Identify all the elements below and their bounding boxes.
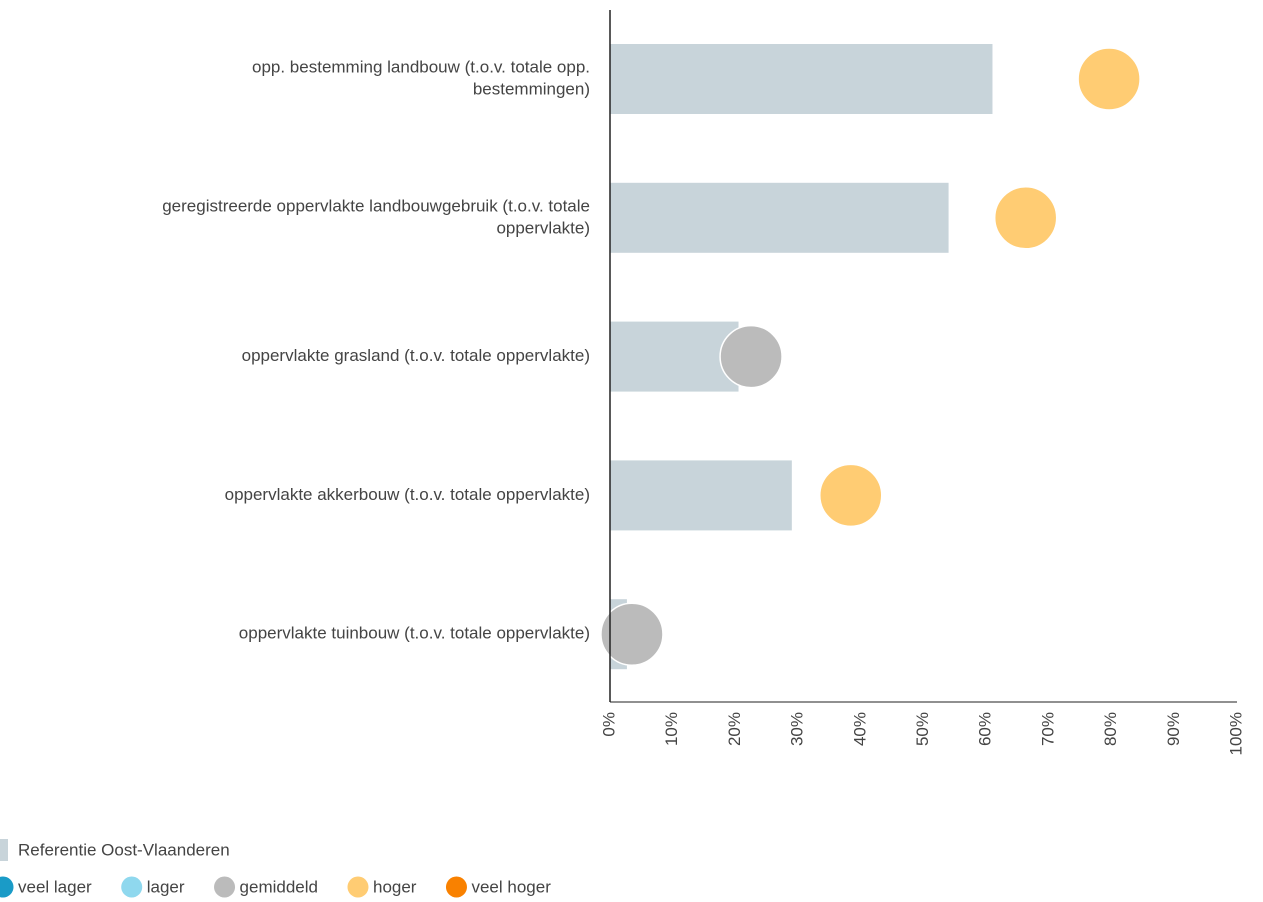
- legend-dot: [121, 876, 143, 898]
- legend-label: gemiddeld: [240, 877, 318, 896]
- dot: [1077, 47, 1141, 111]
- x-tick-label: 100%: [1226, 712, 1245, 755]
- x-tick-label: 60%: [976, 712, 995, 746]
- bar: [610, 44, 993, 114]
- legend-label: Referentie Oost-Vlaanderen: [18, 840, 230, 859]
- x-tick-label: 0%: [599, 712, 618, 737]
- x-tick-label: 50%: [913, 712, 932, 746]
- legend-swatch: [0, 839, 8, 861]
- bar: [610, 321, 739, 392]
- category-label: geregistreerde oppervlakte landbouwgebru…: [162, 196, 590, 215]
- legend-dot: [0, 876, 14, 898]
- x-tick-label: 70%: [1038, 712, 1057, 746]
- legend-label: veel lager: [18, 877, 92, 896]
- category-label: bestemmingen): [473, 79, 590, 98]
- dot: [600, 602, 664, 666]
- dot: [993, 186, 1058, 250]
- legend-dot: [445, 876, 467, 898]
- bar: [610, 460, 792, 531]
- legend-dot: [347, 876, 369, 898]
- x-tick-label: 80%: [1101, 712, 1120, 746]
- dot: [719, 324, 783, 389]
- legend-dot: [214, 876, 236, 898]
- category-label: oppervlakte tuinbouw (t.o.v. totale oppe…: [239, 624, 590, 643]
- x-tick-label: 30%: [788, 712, 807, 746]
- x-tick-label: 10%: [662, 712, 681, 746]
- x-tick-label: 40%: [850, 712, 869, 746]
- legend-label: lager: [147, 877, 185, 896]
- dot: [819, 463, 883, 528]
- category-label: oppervlakte): [496, 218, 590, 237]
- x-tick-label: 20%: [725, 712, 744, 746]
- category-label: opp. bestemming landbouw (t.o.v. totale …: [252, 57, 590, 76]
- legend-label: hoger: [373, 877, 417, 896]
- legend-label: veel hoger: [471, 877, 551, 896]
- bar: [610, 182, 949, 253]
- x-tick-label: 90%: [1164, 712, 1183, 746]
- category-label: oppervlakte akkerbouw (t.o.v. totale opp…: [225, 485, 590, 504]
- category-label: oppervlakte grasland (t.o.v. totale oppe…: [242, 346, 590, 365]
